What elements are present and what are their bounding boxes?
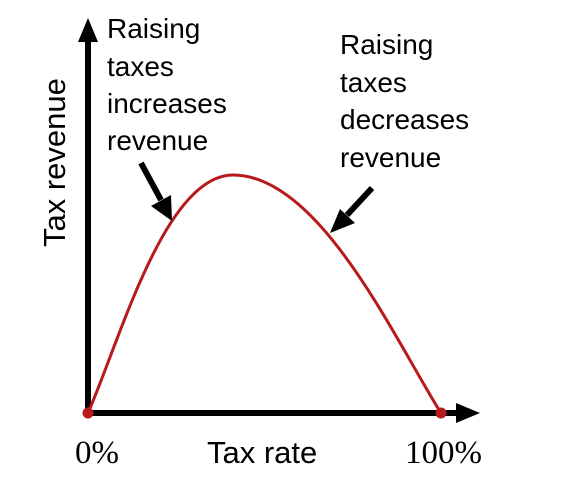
revenue-curve: [86, 173, 443, 414]
curve-start-point: [82, 407, 94, 419]
x-tick-label-start: 0%: [75, 435, 119, 471]
left-annotation-line: Raising: [107, 13, 200, 44]
arrow-down-left-icon: [330, 185, 375, 233]
left-annotation-line: taxes: [107, 51, 174, 82]
y-axis-arrow-icon: [78, 18, 98, 42]
curve-end-point: [435, 407, 447, 419]
right-annotation-line: taxes: [340, 67, 407, 98]
x-axis-arrow-icon: [456, 403, 480, 423]
left-annotation-line: increases: [107, 88, 227, 119]
left-annotation: Raising taxes increases revenue: [107, 13, 227, 156]
y-axis-label: Tax revenue: [37, 78, 72, 247]
right-annotation-line: Raising: [340, 29, 433, 60]
right-annotation-line: decreases: [340, 104, 469, 135]
left-annotation-line: revenue: [107, 125, 208, 156]
arrow-down-right-icon: [138, 161, 172, 221]
x-axis-label: Tax rate: [207, 435, 317, 470]
right-annotation-line: revenue: [340, 142, 441, 173]
right-annotation: Raising taxes decreases revenue: [340, 29, 469, 173]
x-tick-label-end: 100%: [405, 435, 482, 471]
